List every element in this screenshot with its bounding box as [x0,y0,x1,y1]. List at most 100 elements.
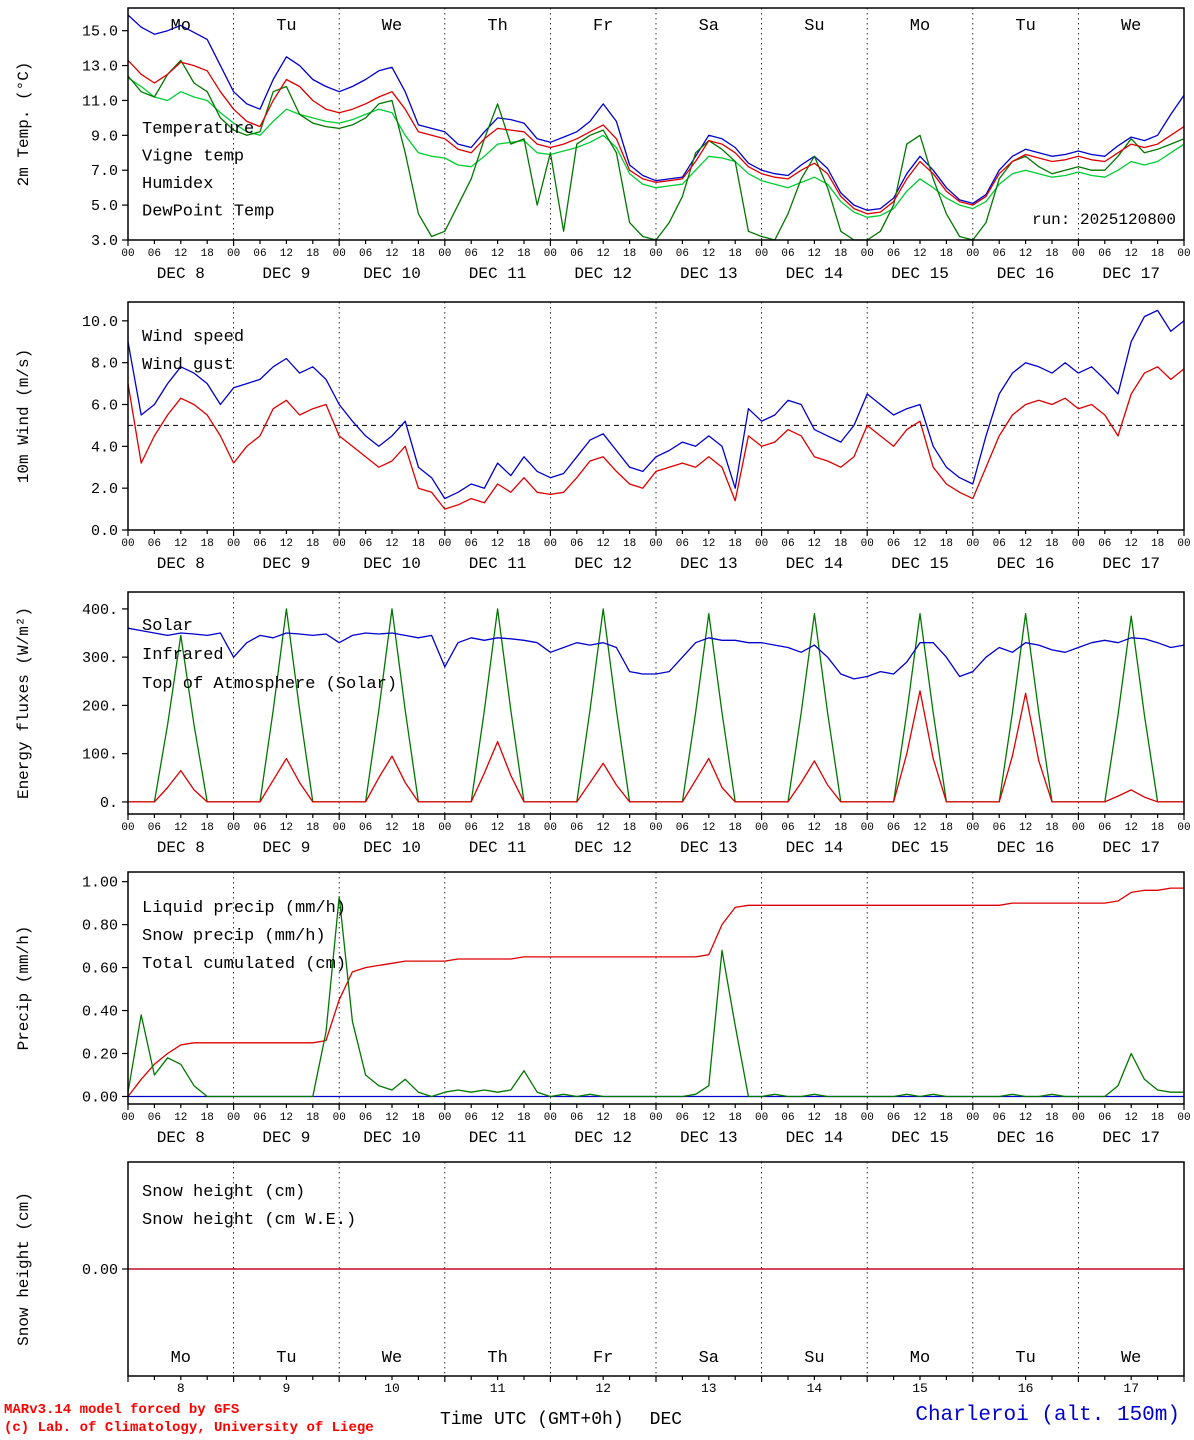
dewpoint-line [127,77,1185,218]
date-label: DEC 12 [574,555,632,573]
hour-tick-label: 06 [253,1112,266,1124]
hour-tick-label: 12 [702,1112,715,1124]
footer: MARv3.14 model forced by GFS (c) Lab. of… [0,1400,1194,1440]
hour-tick-label: 18 [1151,1112,1164,1124]
hour-tick-label: 06 [676,248,689,260]
hour-tick-label: 18 [412,822,425,834]
hour-tick-label: 18 [940,822,953,834]
hour-tick-label: 18 [623,248,636,260]
hour-tick-label: 18 [834,822,847,834]
weekday-label: Tu [276,17,296,36]
credit-line-1: MARv3.14 model forced by GFS [4,1402,240,1418]
y-tick-label: 1.00 [82,875,118,892]
hour-tick-label: 12 [280,1112,293,1124]
hour-tick-label: 12 [174,822,187,834]
hour-tick-label: 00 [227,248,240,260]
hour-tick-label: 00 [966,1112,979,1124]
hour-tick-label: 18 [306,1112,319,1124]
wind-panel-chart: 0.0 2.0 4.0 6.0 8.0 10.0 00 06 12 18 00 06 12 18 00 06 1… [15,301,1191,573]
weekday-label: Sa [699,1349,719,1368]
date-number-label: 11 [490,1381,506,1396]
legend-solar: Solar [142,617,193,636]
hour-tick-label: 18 [517,538,530,550]
hour-tick-label: 00 [544,1112,557,1124]
hour-tick-label: 12 [597,822,610,834]
model-credit: MARv3.14 model forced by GFS (c) Lab. of… [4,1401,374,1437]
hour-tick-label: 06 [1098,1112,1111,1124]
hour-tick-label: 12 [385,1112,398,1124]
hour-tick-label: 18 [517,1112,530,1124]
hour-tick-label: 00 [438,248,451,260]
date-label: DEC 11 [469,265,527,283]
hour-tick-label: 06 [676,822,689,834]
hour-tick-label: 00 [1072,538,1085,550]
y-tick-label: 0.0 [91,523,118,540]
hour-tick-label: 00 [755,538,768,550]
energy-flux-panel-chart: 0. 100. 200. 300. 400. 00 06 12 18 00 06 12 18 00 06 12… [15,591,1191,857]
hour-tick-label: 00 [438,538,451,550]
weekday-label: Mo [171,17,191,36]
date-label: DEC 14 [786,555,844,573]
hour-tick-label: 00 [438,1112,451,1124]
hour-tick-label: 12 [702,248,715,260]
date-number-label: 13 [701,1381,717,1396]
hour-tick-label: 12 [1019,1112,1032,1124]
legend-wind-speed: Wind speed [142,328,244,347]
hour-tick-label: 12 [597,248,610,260]
temperature-line [127,59,1185,215]
hour-tick-label: 12 [280,538,293,550]
hour-tick-label: 06 [465,822,478,834]
hour-tick-label: 12 [913,822,926,834]
hour-tick-label: 00 [227,822,240,834]
hour-tick-label: 00 [438,822,451,834]
hour-tick-label: 12 [385,248,398,260]
hour-tick-label: 00 [966,538,979,550]
hour-tick-label: 18 [412,248,425,260]
y-tick-label: 4.0 [91,439,118,456]
weekday-label: Su [804,17,824,36]
plot-frame [127,301,1185,531]
hour-tick-label: 06 [570,248,583,260]
legend-temperature: Temperature [142,120,254,139]
date-label: DEC 17 [1102,265,1160,283]
date-label: DEC 13 [680,1129,738,1147]
legend-wind-gust: Wind gust [142,356,234,375]
wind-speed-line [127,366,1185,510]
wind-gust-line [127,309,1185,500]
hour-tick-label: 12 [808,1112,821,1124]
hour-tick-label: 00 [1072,822,1085,834]
date-label: DEC 17 [1102,839,1160,857]
hour-tick-label: 06 [676,538,689,550]
weekday-label: We [382,1349,402,1368]
hour-tick-label: 12 [280,248,293,260]
date-label: DEC 17 [1102,555,1160,573]
infrared-line [127,627,1185,680]
date-label: DEC 9 [262,839,310,857]
y-tick-label: 2.0 [91,481,118,498]
hour-tick-label: 06 [148,1112,161,1124]
date-label: DEC 9 [262,265,310,283]
y-tick-label: 11.0 [82,93,118,110]
weekday-label: Tu [276,1349,296,1368]
hour-tick-label: 06 [781,538,794,550]
hour-tick-label: 18 [729,822,742,834]
y-tick-label: 0.80 [82,918,118,935]
date-number-label: 17 [1123,1381,1139,1396]
legend-toa-solar: Top of Atmosphere (Solar) [142,675,397,694]
hour-tick-label: 12 [1125,538,1138,550]
hour-tick-label: 12 [491,538,504,550]
hour-tick-label: 18 [201,248,214,260]
hour-tick-label: 00 [649,248,662,260]
hour-tick-label: 06 [887,1112,900,1124]
month-label: DEC [649,1410,683,1430]
hour-tick-label: 06 [253,538,266,550]
hour-tick-label: 12 [597,1112,610,1124]
date-label: DEC 14 [786,265,844,283]
hour-tick-label: 06 [148,248,161,260]
hour-tick-label: 12 [702,822,715,834]
weekday-label: Tu [1015,17,1035,36]
date-label: DEC 11 [469,1129,527,1147]
hour-tick-label: 06 [570,538,583,550]
date-number-label: 12 [595,1381,611,1396]
y-tick-label: 9.0 [91,128,118,145]
